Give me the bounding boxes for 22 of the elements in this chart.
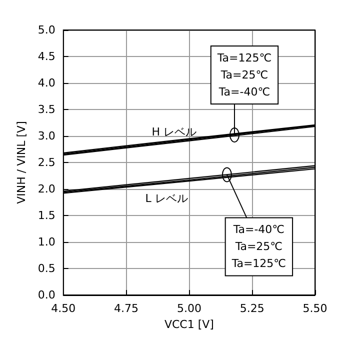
- y-tick-label: 2.0: [38, 182, 56, 196]
- y-tick-label: 1.0: [38, 236, 56, 248]
- y-tick-label: 3.5: [38, 103, 56, 116]
- annotation: H レベル: [152, 126, 196, 139]
- y-tick-label: 0.5: [38, 262, 56, 275]
- x-tick-label: 5.00: [176, 302, 202, 315]
- x-tick-label: 4.75: [114, 302, 139, 315]
- x-axis-title: VCC1 [V]: [164, 318, 214, 331]
- y-tick-label: 5.0: [38, 24, 56, 36]
- x-tick-label: 5.50: [302, 302, 328, 315]
- annotation: Ta=-40℃ Ta=25℃ Ta=125℃: [230, 223, 286, 270]
- annotation: Ta=125℃ Ta=25℃ Ta=-40℃: [216, 51, 272, 98]
- x-tick-label: 4.50: [51, 302, 76, 315]
- annotation: L レベル: [145, 192, 188, 205]
- y-tick-label: 2.5: [38, 156, 56, 169]
- y-axis-title: VINH / VINL [V]: [15, 121, 28, 204]
- y-tick-label: 3.0: [38, 130, 56, 142]
- y-tick-label: 4.5: [38, 50, 56, 63]
- y-tick-label: 4.0: [38, 76, 56, 90]
- y-tick-label: 1.5: [38, 209, 56, 222]
- x-tick-label: 5.25: [240, 302, 264, 315]
- y-tick-label: 0.0: [38, 288, 56, 302]
